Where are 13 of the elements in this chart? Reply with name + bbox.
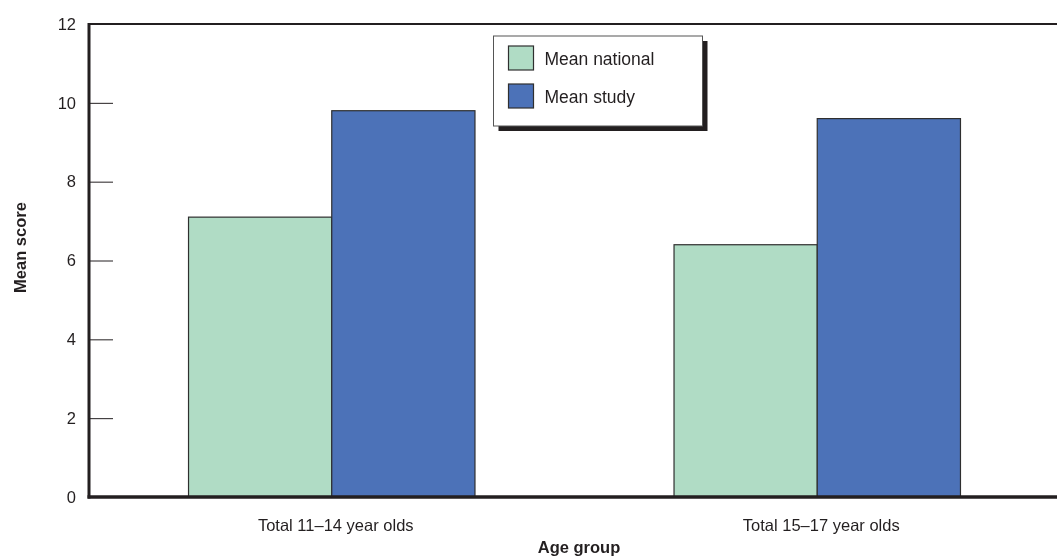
x-tick-label: Total 11–14 year olds [257,515,414,534]
y-tick-label: 10 [57,93,76,112]
y-tick-label: 0 [66,487,76,506]
y-tick-label: 12 [57,14,76,33]
y-tick-label: 2 [66,408,76,427]
y-tick-label: 8 [66,172,76,191]
x-tick-label: Total 15–17 year olds [742,515,900,534]
legend-label: Mean study [544,87,636,107]
y-tick-label: 4 [66,330,76,349]
y-axis-title: Mean score [11,202,29,293]
y-tick-label: 6 [66,251,76,270]
x-axis-title: Age group [537,538,621,556]
legend-label: Mean national [544,49,655,69]
